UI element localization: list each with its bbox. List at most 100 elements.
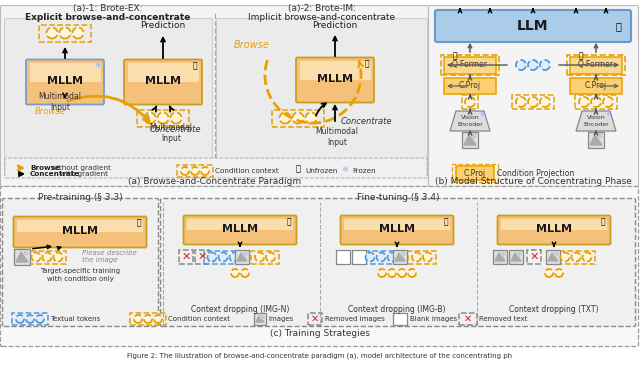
Circle shape	[412, 252, 421, 262]
Text: Q-Former: Q-Former	[578, 61, 614, 70]
Circle shape	[598, 134, 602, 138]
Text: Condition Projection: Condition Projection	[497, 168, 574, 178]
Circle shape	[528, 97, 538, 107]
Text: C.Proj: C.Proj	[464, 168, 486, 178]
Text: MLLM: MLLM	[317, 74, 353, 84]
Text: Concentrate: Concentrate	[149, 124, 201, 134]
Text: ❄: ❄	[605, 111, 611, 117]
Text: Condition context: Condition context	[215, 168, 279, 174]
Text: ✕: ✕	[529, 252, 539, 262]
Bar	[29, 63, 100, 82]
Bar	[462, 95, 478, 109]
Polygon shape	[511, 253, 521, 261]
Polygon shape	[576, 111, 616, 131]
Text: Pre-training (§ 3.3): Pre-training (§ 3.3)	[38, 192, 122, 202]
Bar	[567, 55, 625, 75]
Bar	[588, 132, 604, 148]
Text: MLLM: MLLM	[62, 226, 98, 236]
Circle shape	[545, 269, 553, 277]
FancyBboxPatch shape	[435, 10, 631, 42]
Circle shape	[554, 252, 558, 256]
Text: Browse: Browse	[30, 165, 60, 171]
Text: Context dropping (IMG-N): Context dropping (IMG-N)	[191, 306, 289, 314]
Bar	[177, 165, 213, 177]
Circle shape	[24, 251, 28, 255]
Text: Q-Former: Q-Former	[452, 61, 488, 70]
Text: ✕: ✕	[181, 252, 191, 262]
Bar	[362, 250, 400, 263]
Polygon shape	[237, 253, 247, 261]
Polygon shape	[256, 316, 264, 322]
Circle shape	[579, 97, 589, 107]
FancyBboxPatch shape	[4, 18, 212, 176]
Circle shape	[201, 167, 209, 175]
Circle shape	[191, 167, 199, 175]
Text: 🔥: 🔥	[192, 61, 197, 71]
Text: 🔥: 🔥	[615, 21, 621, 31]
Polygon shape	[590, 135, 602, 145]
Text: ✕: ✕	[311, 314, 319, 324]
Circle shape	[154, 315, 162, 323]
FancyBboxPatch shape	[1, 6, 429, 186]
Circle shape	[305, 112, 317, 124]
Text: Target-specific training
with condition only: Target-specific training with condition …	[40, 269, 120, 282]
Text: Concentrate: Concentrate	[340, 118, 392, 127]
Bar	[575, 95, 617, 109]
Text: Concentrate: Concentrate	[30, 171, 80, 177]
Text: Prediction: Prediction	[140, 21, 186, 30]
Bar	[12, 313, 48, 325]
Circle shape	[561, 252, 570, 262]
Circle shape	[555, 269, 563, 277]
Text: (c) Training Strategies: (c) Training Strategies	[270, 330, 370, 339]
Polygon shape	[548, 253, 558, 261]
Bar	[300, 61, 371, 80]
Polygon shape	[495, 253, 505, 261]
Text: Please describe: Please describe	[82, 250, 137, 256]
FancyBboxPatch shape	[216, 18, 428, 176]
FancyBboxPatch shape	[184, 215, 296, 245]
Circle shape	[280, 112, 291, 124]
FancyBboxPatch shape	[124, 60, 202, 104]
Circle shape	[582, 252, 591, 262]
Text: Unfrozen: Unfrozen	[305, 168, 337, 174]
Bar	[493, 250, 507, 264]
Text: MLLM: MLLM	[47, 76, 83, 86]
Bar	[512, 95, 554, 109]
FancyBboxPatch shape	[1, 186, 639, 346]
Circle shape	[157, 112, 168, 124]
Text: ❄: ❄	[342, 165, 349, 174]
Circle shape	[255, 252, 264, 262]
Bar	[408, 250, 436, 263]
Circle shape	[54, 252, 63, 262]
Circle shape	[540, 97, 550, 107]
Text: ✕: ✕	[464, 314, 472, 324]
Text: Textual tokens: Textual tokens	[50, 316, 100, 322]
Text: Context dropping (TXT): Context dropping (TXT)	[509, 306, 599, 314]
Text: with gradient: with gradient	[60, 171, 108, 177]
Text: 🔥: 🔥	[364, 60, 369, 68]
Text: 🔥: 🔥	[296, 165, 301, 174]
Bar	[127, 63, 198, 82]
Bar	[235, 250, 249, 264]
Circle shape	[47, 27, 58, 38]
Text: Prediction: Prediction	[312, 20, 358, 30]
Text: Vision
Encoder: Vision Encoder	[457, 115, 483, 127]
Bar	[137, 110, 189, 127]
Circle shape	[603, 97, 613, 107]
Circle shape	[60, 27, 70, 38]
Circle shape	[378, 269, 386, 277]
Circle shape	[516, 60, 526, 70]
Bar	[352, 250, 366, 264]
Bar	[344, 219, 450, 230]
Circle shape	[501, 252, 505, 256]
Circle shape	[16, 315, 24, 323]
Text: MLLM: MLLM	[536, 224, 572, 234]
Text: C.Proj: C.Proj	[459, 81, 481, 91]
Text: Blank images: Blank images	[410, 316, 457, 322]
Text: (b) Model Structure of Concentrating Phase: (b) Model Structure of Concentrating Pha…	[435, 178, 632, 186]
FancyBboxPatch shape	[3, 198, 159, 326]
Text: 🔥: 🔥	[444, 218, 448, 226]
Circle shape	[145, 112, 156, 124]
Circle shape	[36, 315, 44, 323]
FancyBboxPatch shape	[429, 6, 639, 186]
